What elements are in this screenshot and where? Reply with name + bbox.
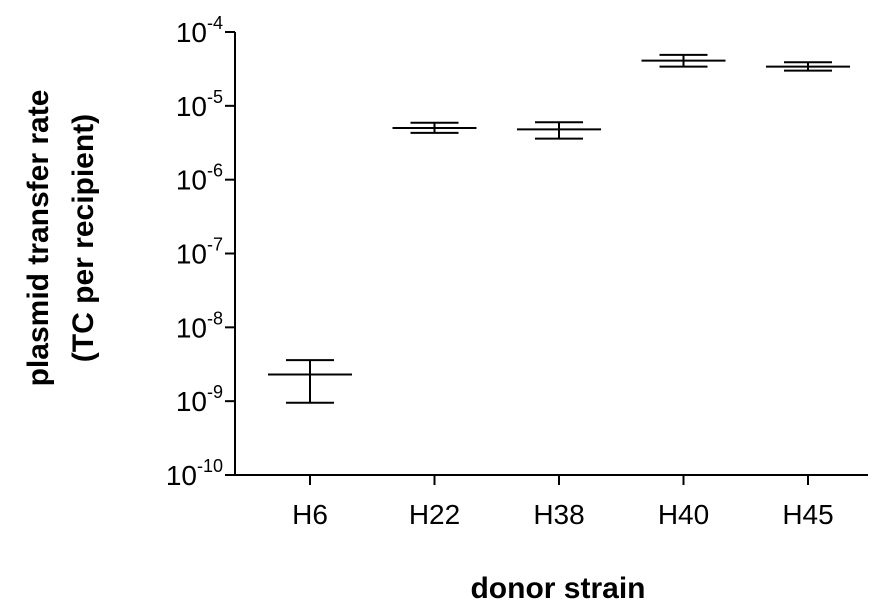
y-tick-base: 10 bbox=[166, 460, 197, 491]
error-bar-h6 bbox=[268, 359, 352, 404]
y-tick-base: 10 bbox=[176, 165, 207, 196]
y-tick-exponent: -5 bbox=[207, 87, 223, 107]
y-tick-base: 10 bbox=[176, 312, 207, 343]
y-tick-exponent: -6 bbox=[207, 161, 223, 181]
x-tick-label: H45 bbox=[782, 499, 833, 530]
x-tick-label: H38 bbox=[533, 499, 584, 530]
error-bar-h22 bbox=[392, 121, 477, 134]
y-tick-exponent: -4 bbox=[207, 13, 223, 33]
y-tick-label: 10-8 bbox=[176, 308, 223, 343]
error-bar-h38 bbox=[517, 121, 601, 140]
y-tick-label: 10-6 bbox=[176, 161, 223, 196]
error-bar-h45 bbox=[766, 61, 850, 72]
x-tick-label: H6 bbox=[292, 499, 328, 530]
error-bar-h40 bbox=[641, 53, 726, 68]
y-tick-exponent: -8 bbox=[207, 308, 223, 328]
error-bars bbox=[268, 53, 850, 404]
x-axis-title: donor strain bbox=[470, 572, 645, 605]
y-tick-exponent: -9 bbox=[207, 382, 223, 402]
y-tick-base: 10 bbox=[176, 386, 207, 417]
y-tick-exponent: -7 bbox=[207, 235, 223, 255]
y-tick-label: 10-10 bbox=[166, 456, 223, 491]
x-tick-label: H40 bbox=[658, 499, 709, 530]
y-tick-label: 10-4 bbox=[176, 13, 223, 48]
y-tick-label: 10-7 bbox=[176, 235, 223, 270]
y-tick-base: 10 bbox=[176, 17, 207, 48]
x-tick-label: H22 bbox=[409, 499, 460, 530]
y-tick-exponent: -10 bbox=[197, 456, 223, 476]
y-axis-title-line-1: plasmid transfer rate bbox=[22, 90, 55, 387]
y-tick-base: 10 bbox=[176, 91, 207, 122]
y-axis: 10-410-510-610-710-810-910-10 bbox=[166, 13, 236, 491]
y-tick-base: 10 bbox=[176, 239, 207, 270]
y-tick-label: 10-9 bbox=[176, 382, 223, 417]
x-axis: H6 H22 H38 H40 H45 bbox=[235, 474, 868, 530]
y-tick-label: 10-5 bbox=[176, 87, 223, 122]
y-axis-title-line-2: (TC per recipient) bbox=[67, 114, 100, 362]
